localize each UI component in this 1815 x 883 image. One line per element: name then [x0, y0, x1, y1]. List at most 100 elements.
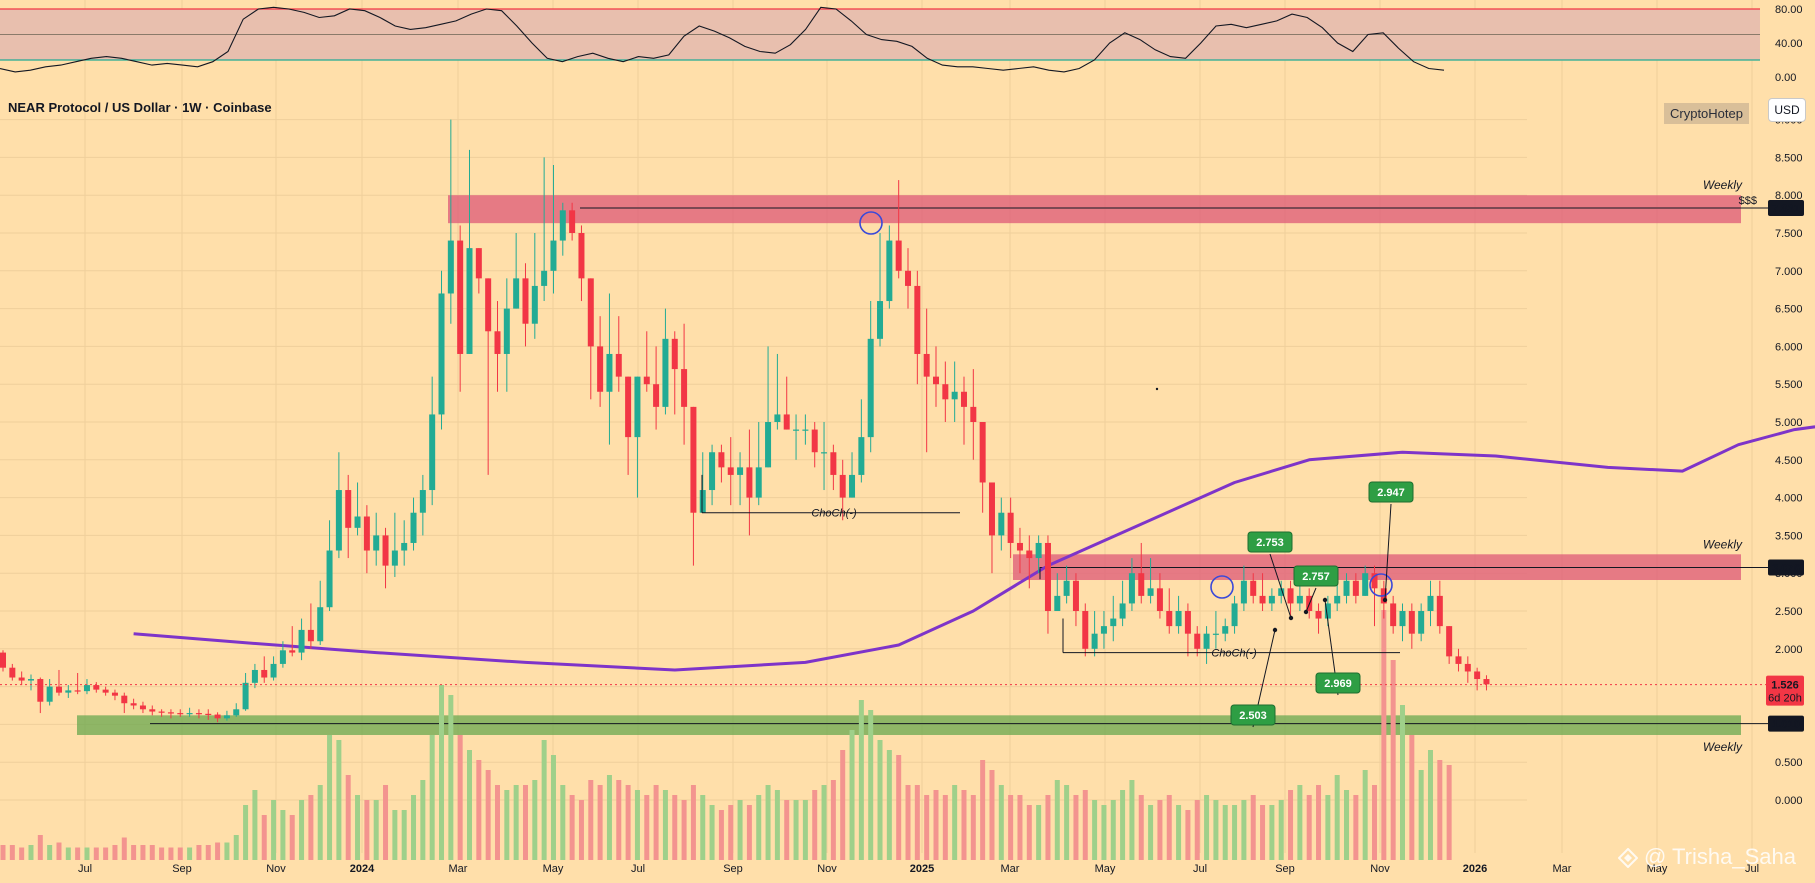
- candle: [65, 685, 72, 698]
- candle: [1044, 535, 1051, 634]
- candle: [102, 686, 109, 696]
- candle: [615, 316, 622, 392]
- volume-bar: [439, 685, 445, 860]
- candle: [503, 278, 510, 392]
- volume-bar: [784, 800, 790, 860]
- candle: [307, 603, 314, 649]
- candle-body: [298, 629, 305, 653]
- price-tick-label: 5.500: [1775, 379, 1803, 391]
- annotation-box: [1315, 672, 1361, 694]
- volume-bar: [1129, 780, 1135, 860]
- price-tag-support-text: 1.010: [1772, 719, 1800, 731]
- volume-bar: [1092, 800, 1098, 860]
- volume-bar: [681, 800, 687, 860]
- time-tick-label: Mar: [449, 863, 468, 875]
- annotation-value: 2.969: [1324, 678, 1352, 690]
- highlight-circle: [1369, 573, 1393, 597]
- candle: [1091, 611, 1098, 657]
- candle: [1110, 595, 1117, 642]
- candle: [1138, 542, 1145, 604]
- candle: [1418, 603, 1425, 642]
- candle: [597, 316, 604, 407]
- candle-body: [1418, 611, 1425, 634]
- marker-dot: [1155, 387, 1159, 391]
- volume-bar: [905, 785, 911, 860]
- volume-bar: [1176, 805, 1182, 860]
- time-tick-label: Mar: [1001, 863, 1020, 875]
- price-tick-label: 8.000: [1775, 190, 1803, 202]
- volume-bar: [476, 760, 482, 860]
- volume-bar: [289, 815, 295, 860]
- candle-body: [531, 285, 538, 324]
- volume-bar: [625, 785, 631, 860]
- candle-body: [942, 384, 949, 400]
- choch-label: ChoCh(-): [811, 508, 857, 520]
- candle-body: [373, 535, 380, 551]
- volume-bar: [1241, 800, 1247, 860]
- volume-bar: [187, 847, 193, 860]
- price-annotation: [1247, 531, 1294, 621]
- candle-body: [1268, 595, 1275, 604]
- time-tick-label: Nov: [817, 863, 837, 875]
- candle: [1212, 611, 1219, 649]
- candle: [111, 689, 118, 701]
- volume-bar: [550, 755, 556, 860]
- candle: [1483, 675, 1490, 691]
- candle-body: [905, 270, 912, 286]
- candle-body: [335, 490, 342, 551]
- candle: [1026, 535, 1033, 589]
- price-tag-upper-bg: [1768, 199, 1804, 216]
- candle-body: [1054, 595, 1061, 611]
- candle-body: [1231, 603, 1238, 627]
- candle: [1184, 603, 1191, 657]
- candle: [1268, 588, 1275, 611]
- candle: [251, 663, 258, 689]
- candle-body: [681, 369, 688, 407]
- volume-bar: [672, 795, 678, 860]
- time-tick-label: Mar: [1553, 863, 1572, 875]
- candle-body: [867, 338, 874, 438]
- candle-body: [895, 240, 902, 271]
- price-tick-label: 2.000: [1775, 644, 1803, 656]
- volume-bar: [308, 795, 314, 860]
- candle-body: [363, 516, 370, 551]
- candle: [709, 444, 716, 506]
- volume-bar: [1400, 705, 1405, 860]
- candle: [923, 308, 930, 453]
- candle-body: [1483, 679, 1490, 685]
- moving-average-line: [133, 425, 1815, 672]
- resistance-zone-band: [448, 195, 1741, 224]
- price-tag-middle: [1768, 559, 1804, 576]
- currency-button[interactable]: USD: [1768, 98, 1806, 122]
- candle-body: [279, 650, 286, 664]
- candle: [242, 672, 249, 711]
- candle-body: [625, 376, 632, 438]
- candle: [466, 149, 473, 354]
- candle-body: [1100, 626, 1107, 634]
- candle-body: [765, 422, 772, 468]
- candle-body: [1464, 663, 1471, 672]
- candle-body: [447, 240, 454, 294]
- volume-bar: [1008, 795, 1014, 860]
- candle-body: [485, 278, 492, 332]
- candle-body: [130, 703, 137, 706]
- candle-body: [718, 452, 725, 468]
- candle-body: [1194, 633, 1201, 649]
- candle-body: [494, 331, 501, 354]
- volume-bar: [1260, 805, 1266, 860]
- candle: [419, 474, 426, 536]
- candle: [783, 376, 790, 430]
- volume-bar: [513, 785, 519, 860]
- candle: [839, 459, 846, 521]
- candle: [475, 248, 482, 294]
- volume-bar: [1064, 785, 1070, 860]
- volume-bar: [299, 800, 305, 860]
- candle: [727, 437, 734, 506]
- candle: [55, 669, 62, 696]
- volume-bar: [457, 735, 463, 860]
- volume-bar: [858, 700, 864, 860]
- candle-body: [1324, 603, 1331, 619]
- candle: [46, 679, 53, 706]
